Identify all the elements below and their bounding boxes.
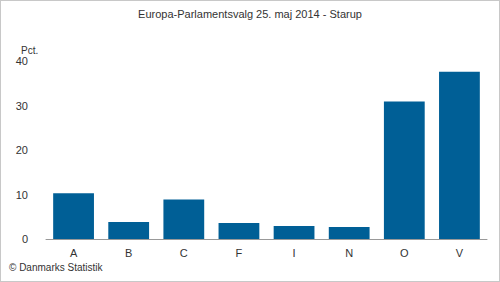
svg-text:10: 10 xyxy=(16,189,28,201)
svg-text:30: 30 xyxy=(16,100,28,112)
svg-text:I: I xyxy=(293,247,296,259)
svg-text:F: F xyxy=(236,247,243,259)
svg-text:© Danmarks Statistik: © Danmarks Statistik xyxy=(9,262,104,273)
svg-text:Pct.: Pct. xyxy=(21,45,38,56)
svg-text:A: A xyxy=(70,247,78,259)
svg-text:V: V xyxy=(456,247,464,259)
svg-text:40: 40 xyxy=(16,55,28,67)
svg-text:O: O xyxy=(400,247,409,259)
svg-text:0: 0 xyxy=(22,233,28,245)
svg-text:20: 20 xyxy=(16,144,28,156)
svg-text:Europa-Parlamentsvalg 25. maj: Europa-Parlamentsvalg 25. maj 2014 - Sta… xyxy=(138,8,362,20)
svg-text:N: N xyxy=(345,247,353,259)
svg-text:B: B xyxy=(125,247,132,259)
svg-text:C: C xyxy=(180,247,188,259)
